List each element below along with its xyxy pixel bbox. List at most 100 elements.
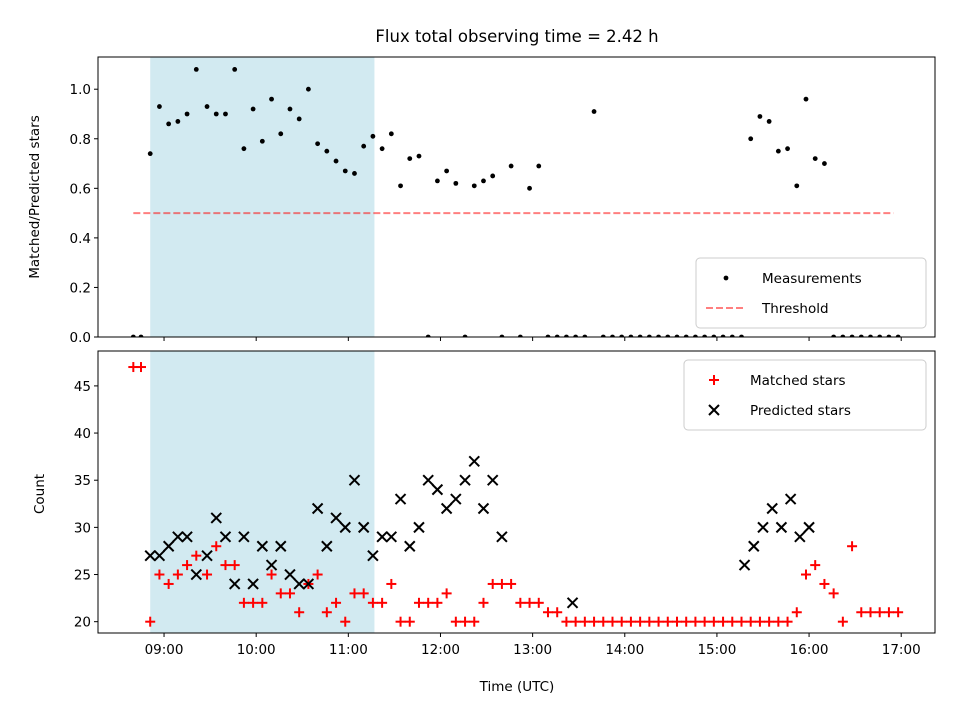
matched-star-point <box>644 616 655 627</box>
measurement-point <box>166 121 172 127</box>
x-tick-label: 09:00 <box>145 642 184 658</box>
predicted-star-point <box>247 578 259 590</box>
matched-star-point <box>441 588 452 599</box>
x-tick-label: 11:00 <box>329 642 368 658</box>
y-tick-label: 0.2 <box>70 280 91 296</box>
matched-star-point <box>791 607 802 618</box>
predicted-star-point <box>477 502 490 515</box>
predicted-star-point <box>803 521 815 534</box>
matched-star-point <box>800 569 811 580</box>
y-tick-label: 0.4 <box>70 231 91 247</box>
matched-star-point <box>883 607 894 618</box>
matched-star-point <box>837 616 848 627</box>
matched-star-point <box>819 578 830 589</box>
measurement-point <box>766 119 772 124</box>
matched-star-point <box>589 616 600 627</box>
axes-frame <box>97 350 936 634</box>
predicted-star-point <box>219 531 232 543</box>
measurement-point <box>425 334 431 337</box>
predicted-star-point <box>496 531 508 543</box>
y-tick-label: 35 <box>74 473 91 489</box>
matched-star-point <box>754 616 765 627</box>
measurement-point <box>379 146 385 152</box>
measurement-point <box>157 104 162 109</box>
predicted-star-point <box>766 502 778 515</box>
predicted-star-point <box>210 512 222 524</box>
legend-marker <box>708 404 720 416</box>
measurement-point <box>831 334 837 337</box>
predicted-star-point <box>422 474 434 486</box>
measurement-point <box>812 156 818 161</box>
matched-star-point <box>782 616 793 627</box>
predicted-star-point <box>293 578 305 590</box>
measurement-point <box>184 111 190 117</box>
y-tick-label: 0.0 <box>70 330 91 346</box>
matched-star-point <box>506 578 517 589</box>
measurement-point <box>637 334 643 337</box>
predicted-star-point <box>321 540 333 552</box>
predicted-star-point <box>468 455 480 468</box>
x-tick-label: 14:00 <box>605 642 644 658</box>
matched-star-point <box>377 597 388 608</box>
measurement-point <box>259 138 265 144</box>
measurement-point <box>204 104 210 109</box>
x-tick-label: 10:00 <box>237 642 276 658</box>
measurement-point <box>600 334 606 337</box>
matched-star-point <box>284 588 295 599</box>
measurement-point <box>407 156 413 161</box>
matched-star-point <box>257 597 268 608</box>
measurement-point <box>138 334 144 337</box>
predicted-star-point <box>784 493 797 505</box>
measurement-point <box>693 334 698 337</box>
matched-star-point <box>653 616 664 627</box>
matched-star-point <box>718 616 729 627</box>
matched-star-point <box>773 616 784 627</box>
measurement-point <box>213 111 219 117</box>
y-tick-label: 30 <box>74 520 91 536</box>
matched-star-point <box>413 597 424 608</box>
matched-star-point <box>616 616 627 627</box>
top-y-axis-label: Matched/Predicted stars <box>27 115 43 278</box>
measurement-point <box>564 334 569 337</box>
matched-star-point <box>552 607 563 618</box>
predicted-star-point <box>440 502 453 515</box>
measurement-point <box>193 66 199 72</box>
predicted-star-point <box>190 568 202 581</box>
measurement-point <box>398 183 403 189</box>
measurement-point <box>840 334 846 337</box>
matched-star-point <box>238 597 249 608</box>
matched-star-point <box>358 588 369 599</box>
measurement-point <box>435 178 440 184</box>
matched-star-point <box>524 597 535 608</box>
matched-star-point <box>432 597 443 608</box>
measurement-point <box>481 178 486 184</box>
matched-star-point <box>625 616 636 627</box>
predicted-star-point <box>275 540 287 552</box>
matched-star-point <box>764 616 775 627</box>
matched-star-point <box>136 362 147 373</box>
legend-box <box>695 257 927 329</box>
chart-title: Flux total observing time = 2.42 h <box>375 27 658 46</box>
matched-star-point <box>145 616 156 627</box>
measurement-point <box>545 334 551 337</box>
measurement-point <box>785 146 790 152</box>
predicted-star-point <box>265 559 278 571</box>
measurement-point <box>324 148 330 154</box>
measurement-point <box>895 334 901 337</box>
predicted-star-point <box>738 559 751 571</box>
matched-star-point <box>736 616 747 627</box>
matched-star-point <box>266 569 277 580</box>
measurement-point <box>591 109 597 114</box>
matched-star-point <box>874 607 885 618</box>
plot-area <box>128 351 904 633</box>
matched-star-point <box>681 616 692 627</box>
measurement-point <box>342 168 348 174</box>
matched-star-point <box>828 588 839 599</box>
measurement-point <box>711 334 717 337</box>
matched-star-point <box>847 541 858 552</box>
measurement-point <box>877 334 883 337</box>
axes-frame <box>97 56 936 338</box>
matched-star-point <box>404 616 415 627</box>
predicted-star-point <box>144 549 156 562</box>
